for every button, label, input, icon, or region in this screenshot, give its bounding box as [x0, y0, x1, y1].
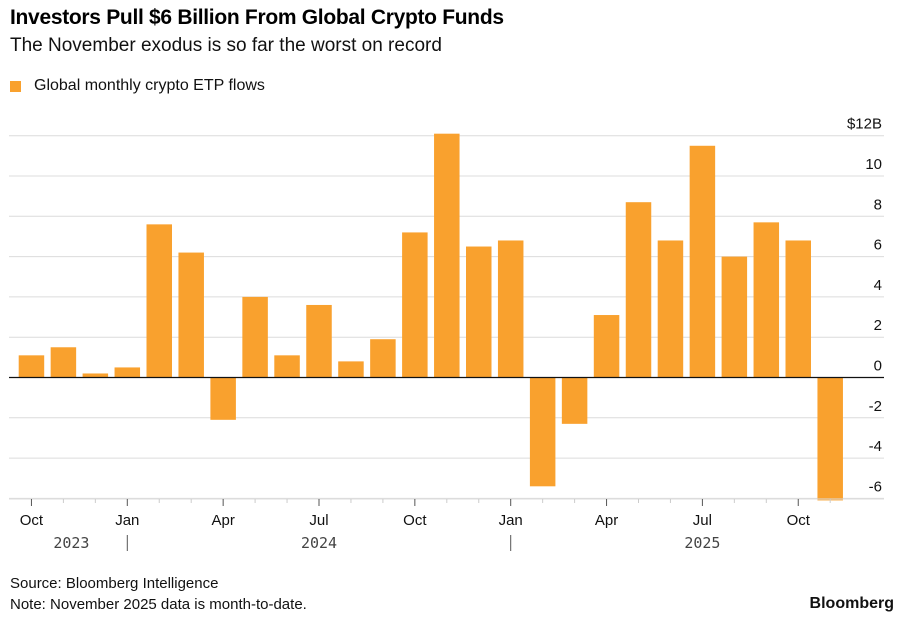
bar-oct-2024: [402, 232, 428, 378]
bar-jul-2025: [689, 145, 716, 378]
y-tick-label: 6: [874, 237, 882, 254]
x-tick-label: Oct: [403, 512, 427, 529]
bar-jul-2024: [306, 304, 332, 378]
bar-jun-2024: [274, 355, 300, 378]
bar-jan-2024: [114, 367, 141, 378]
bar-aug-2025: [721, 256, 748, 378]
year-label: 2023: [53, 534, 89, 552]
x-tick-label: Jan: [115, 512, 139, 529]
bar-sep-2024: [370, 339, 396, 378]
legend: Global monthly crypto ETP flows: [10, 77, 265, 95]
x-axis-labels: Oct Jan Apr Jul Oct Jan Apr Jul Oct 2023 2024 2025: [20, 512, 811, 552]
y-tick-label: -6: [869, 478, 882, 495]
y-tick-label: -2: [869, 398, 882, 415]
bar-apr-2024: [210, 377, 236, 420]
y-tick-label: -4: [869, 438, 882, 455]
bar-apr-2025: [593, 315, 620, 378]
x-tick-label: Jul: [309, 512, 328, 529]
legend-label: Global monthly crypto ETP flows: [34, 77, 265, 94]
bar-mar-2024: [178, 252, 204, 378]
bar-nov-2023: [50, 347, 77, 378]
x-tick-label: Oct: [787, 512, 811, 529]
legend-swatch: [10, 80, 21, 92]
y-tick-label: 10: [865, 156, 882, 173]
x-tick-label: Apr: [595, 512, 618, 529]
bar-dec-2023: [82, 373, 109, 378]
y-tick-label: $12B: [847, 116, 882, 133]
bar-feb-2024: [146, 224, 172, 378]
chart-title: Investors Pull $6 Billion From Global Cr…: [10, 6, 504, 29]
x-tick-label: Jul: [693, 512, 712, 529]
x-tick-label: Jan: [499, 512, 523, 529]
bar-dec-2024: [466, 246, 492, 378]
year-label: 2025: [684, 534, 720, 552]
bar-may-2024: [242, 296, 268, 378]
y-tick-label: 8: [874, 196, 882, 213]
source-note: Source: Bloomberg Intelligence: [10, 575, 219, 592]
bar-may-2025: [625, 202, 652, 378]
bar-aug-2024: [338, 361, 364, 378]
chart-subtitle: The November exodus is so far the worst …: [10, 35, 442, 56]
x-tick-label: Oct: [20, 512, 44, 529]
x-tick-label: Apr: [211, 512, 234, 529]
bar-feb-2025: [529, 377, 556, 487]
x-axis: [9, 376, 884, 506]
footnote: Note: November 2025 data is month-to-dat…: [10, 596, 307, 613]
bar-oct-2025: [785, 240, 811, 378]
year-label: 2024: [301, 534, 337, 552]
bar-jan-2025: [497, 240, 524, 378]
bar-mar-2025: [561, 377, 588, 424]
bars: [18, 133, 843, 501]
bar-sep-2025: [753, 222, 780, 378]
bar-jun-2025: [657, 240, 684, 378]
y-axis-labels: $12B 10 8 6 4 2 0 -2 -4 -6: [847, 116, 882, 496]
bloomberg-logo: Bloomberg: [809, 595, 894, 612]
y-tick-label: 0: [874, 358, 882, 375]
bar-nov-2024: [434, 133, 460, 378]
y-tick-label: 2: [874, 317, 882, 334]
y-tick-label: 4: [874, 277, 882, 294]
bar-oct-2023: [18, 355, 45, 378]
bar-nov-2025: [817, 377, 843, 501]
